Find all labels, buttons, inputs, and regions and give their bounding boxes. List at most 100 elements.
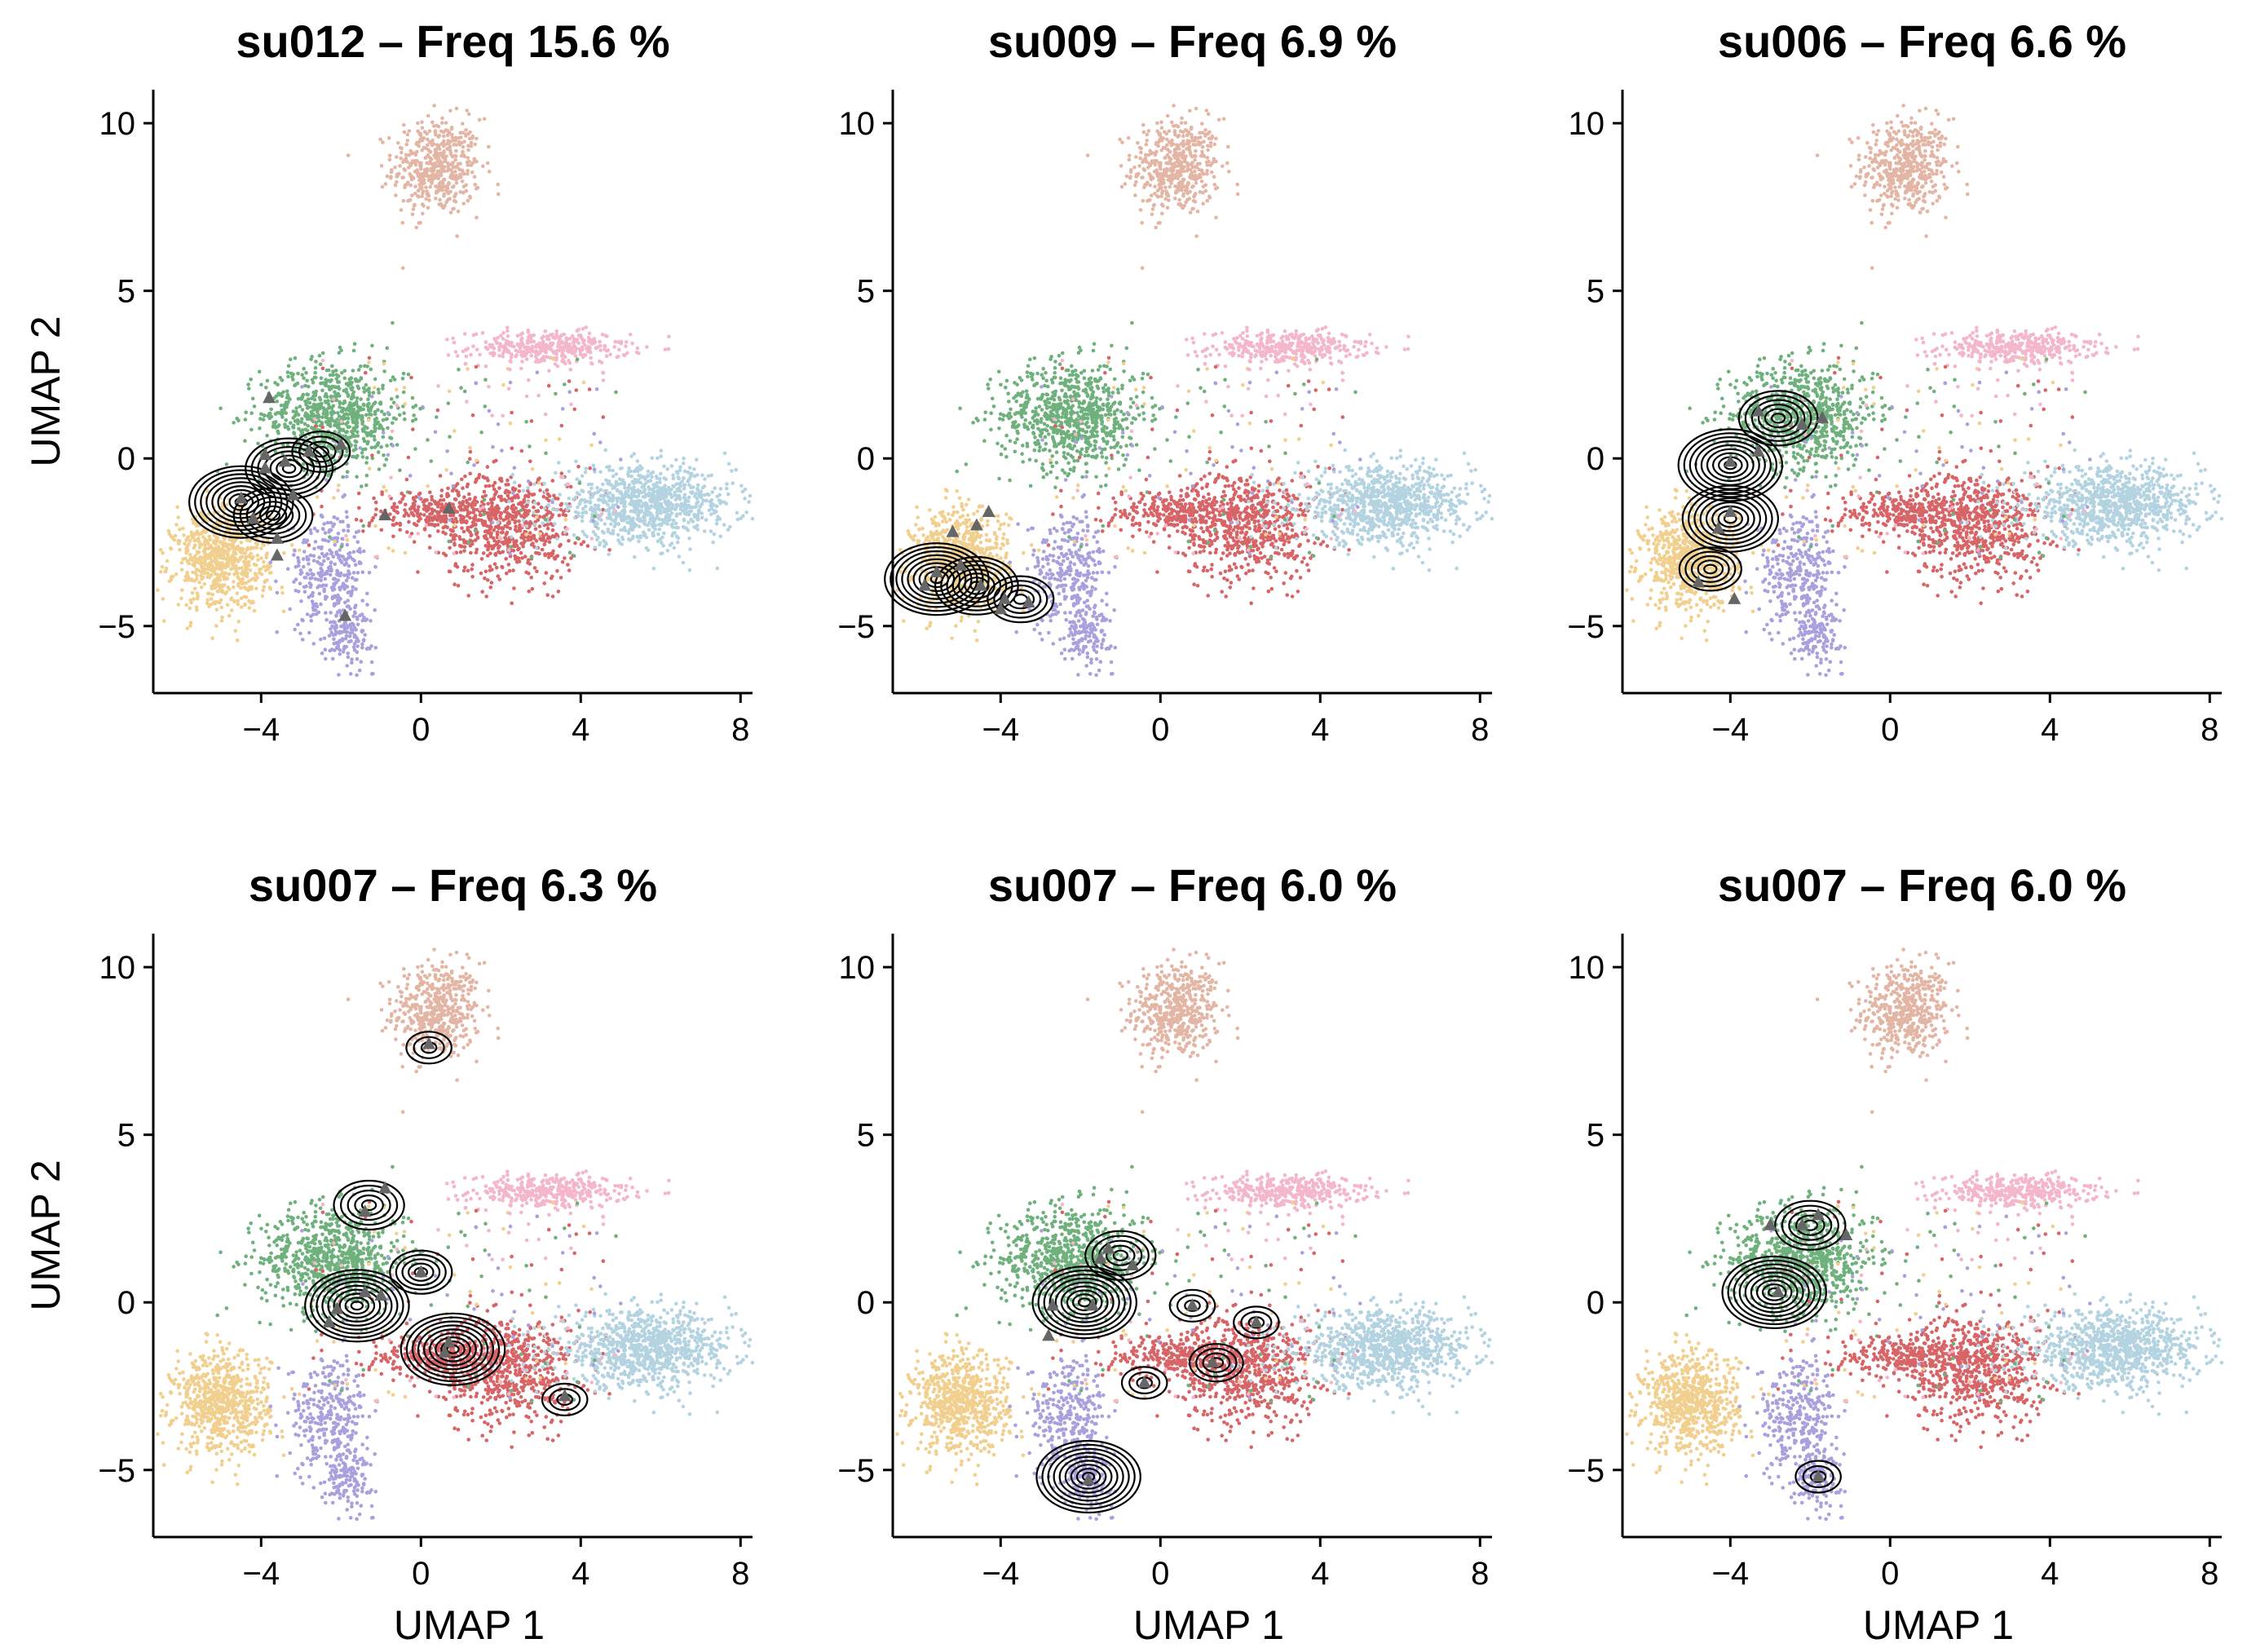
cell-point: [210, 592, 215, 597]
cell-point: [416, 121, 420, 126]
cell-point: [395, 155, 399, 159]
cell-point: [549, 576, 554, 581]
cell-point: [313, 424, 318, 428]
cell-point: [422, 181, 426, 185]
cell-point: [470, 575, 475, 579]
cell-point: [376, 408, 380, 413]
cell-point: [439, 494, 444, 498]
cell-point: [402, 130, 407, 135]
cell-point: [344, 510, 349, 515]
cell-point: [354, 517, 359, 522]
cell-point: [620, 509, 625, 513]
cell-point: [404, 477, 409, 482]
cell-point: [243, 439, 247, 443]
cell-point: [568, 484, 573, 489]
cell-point: [496, 530, 500, 534]
cell-point: [593, 546, 598, 550]
cell-point: [438, 153, 443, 157]
cell-point: [445, 493, 449, 497]
cell-point: [448, 435, 452, 439]
cell-point: [330, 364, 334, 369]
cell-point: [364, 456, 369, 460]
cell-point: [511, 568, 515, 572]
cell-point: [355, 636, 360, 641]
cell-point: [452, 206, 456, 211]
cell-point: [540, 547, 545, 552]
cell-point: [470, 541, 475, 546]
cell-point: [381, 431, 386, 435]
cell-point: [433, 130, 438, 135]
cell-point: [393, 166, 397, 170]
cell-point: [404, 157, 408, 161]
cell-point: [616, 340, 620, 344]
cell-point: [629, 469, 633, 474]
cell-point: [405, 132, 410, 137]
cell-point: [370, 395, 374, 399]
cell-point: [427, 501, 432, 506]
cell-point: [478, 352, 482, 357]
cell-point: [174, 523, 179, 527]
cell-point: [669, 488, 673, 492]
cell-point: [227, 613, 232, 618]
cell-point: [712, 532, 717, 537]
cell-point: [449, 471, 453, 476]
cell-point: [595, 485, 599, 490]
cell-point: [446, 161, 450, 166]
cell-point: [1198, 172, 1202, 177]
cell-point: [497, 486, 501, 490]
cell-point: [223, 571, 227, 575]
cell-point: [309, 576, 314, 580]
cell-point: [172, 537, 176, 542]
cell-point: [465, 400, 469, 404]
cell-point: [224, 544, 229, 549]
cell-point: [448, 197, 452, 201]
cell-point: [323, 400, 328, 404]
cell-point: [512, 480, 517, 484]
cell-point: [500, 448, 504, 453]
cell-point: [355, 379, 360, 383]
cell-point: [439, 170, 444, 174]
cell-point: [642, 495, 647, 499]
cell-point: [589, 356, 593, 360]
cell-point: [485, 510, 489, 515]
cell-point: [186, 559, 190, 563]
cell-point: [484, 594, 488, 599]
cell-point: [496, 520, 500, 525]
cell-point: [238, 585, 243, 590]
cell-point: [473, 183, 478, 187]
cell-point: [413, 404, 418, 408]
cell-point: [348, 554, 353, 559]
cell-point: [1172, 130, 1177, 135]
cell-point: [378, 400, 383, 404]
cell-point: [361, 529, 365, 533]
cell-point: [528, 482, 532, 487]
cell-point: [743, 497, 747, 501]
cell-point: [409, 177, 414, 182]
cell-point: [431, 515, 435, 520]
cell-point: [342, 414, 346, 419]
cell-point: [190, 590, 195, 595]
cell-point: [447, 181, 451, 186]
cell-point: [384, 417, 389, 422]
cell-point: [448, 518, 452, 523]
cell-point: [660, 491, 665, 496]
cell-point: [667, 334, 671, 339]
cell-point: [450, 185, 455, 189]
cell-point: [609, 522, 613, 527]
cell-point: [566, 563, 570, 567]
cell-point: [382, 463, 387, 467]
cell-point: [285, 567, 290, 571]
cell-point: [521, 350, 526, 354]
cell-point: [320, 351, 325, 356]
cell-point: [674, 457, 678, 462]
cell-point: [642, 477, 647, 481]
cell-point: [483, 378, 488, 382]
cell-point: [664, 515, 668, 520]
cell-point: [448, 528, 453, 532]
cell-point: [227, 537, 232, 542]
cell-point: [434, 550, 438, 554]
cell-point: [378, 423, 382, 427]
cell-point: [243, 417, 248, 422]
cell-point: [481, 551, 486, 555]
cell-point: [655, 511, 660, 516]
